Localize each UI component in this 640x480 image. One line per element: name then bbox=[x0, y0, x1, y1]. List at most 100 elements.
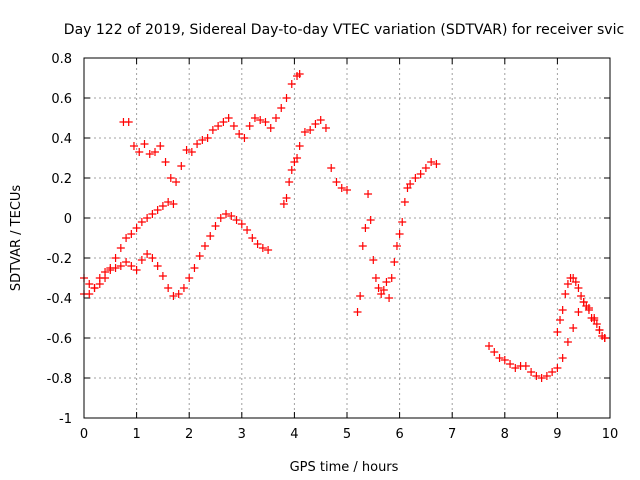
data-point bbox=[287, 80, 296, 88]
data-point bbox=[277, 104, 286, 112]
data-point bbox=[111, 264, 120, 272]
data-point bbox=[490, 348, 499, 356]
data-point bbox=[574, 308, 583, 316]
data-point bbox=[332, 178, 341, 186]
series-3 bbox=[119, 70, 304, 186]
data-point bbox=[211, 222, 220, 230]
data-point bbox=[227, 212, 236, 220]
data-point bbox=[406, 180, 415, 188]
data-point bbox=[353, 308, 362, 316]
data-point bbox=[537, 374, 546, 382]
data-point bbox=[169, 200, 178, 208]
data-point bbox=[521, 362, 530, 370]
x-tick-label: 9 bbox=[553, 427, 561, 442]
data-point bbox=[358, 242, 367, 250]
data-point bbox=[264, 246, 273, 254]
data-point bbox=[172, 178, 181, 186]
data-point bbox=[208, 126, 217, 134]
data-point bbox=[366, 216, 375, 224]
data-point bbox=[124, 118, 133, 126]
data-point bbox=[316, 116, 325, 124]
data-point bbox=[379, 286, 388, 294]
y-tick-label: 0.4 bbox=[51, 132, 72, 147]
data-point bbox=[527, 368, 536, 376]
data-point bbox=[85, 280, 94, 288]
data-point bbox=[558, 354, 567, 362]
data-point bbox=[374, 284, 383, 292]
x-tick-label: 0 bbox=[80, 427, 88, 442]
y-tick-label: 0 bbox=[64, 212, 72, 227]
data-point bbox=[169, 292, 178, 300]
data-point bbox=[153, 262, 162, 270]
data-point bbox=[132, 266, 141, 274]
data-point bbox=[271, 114, 280, 122]
data-point bbox=[356, 292, 365, 300]
x-tick-label: 1 bbox=[132, 427, 140, 442]
data-point bbox=[140, 140, 149, 148]
x-tick-label: 7 bbox=[448, 427, 456, 442]
data-point bbox=[569, 324, 578, 332]
data-point bbox=[382, 278, 391, 286]
data-point bbox=[258, 244, 267, 252]
data-point bbox=[261, 118, 270, 126]
data-point bbox=[361, 224, 370, 232]
data-point bbox=[148, 254, 157, 262]
data-point bbox=[135, 148, 144, 156]
data-point bbox=[285, 178, 294, 186]
data-point bbox=[369, 256, 378, 264]
data-point bbox=[385, 294, 394, 302]
data-point bbox=[306, 126, 315, 134]
data-point bbox=[432, 160, 441, 168]
plot-frame bbox=[83, 57, 611, 419]
data-point bbox=[563, 338, 572, 346]
data-point bbox=[174, 290, 183, 298]
data-point bbox=[592, 320, 601, 328]
data-point bbox=[143, 214, 152, 222]
data-point bbox=[337, 184, 346, 192]
series-2 bbox=[80, 210, 273, 300]
data-point bbox=[584, 306, 593, 314]
data-point bbox=[387, 274, 396, 282]
data-point bbox=[282, 94, 291, 102]
data-point bbox=[129, 142, 138, 150]
data-point bbox=[595, 326, 604, 334]
data-point bbox=[187, 148, 196, 156]
data-point bbox=[90, 284, 99, 292]
data-point bbox=[143, 250, 152, 258]
data-point bbox=[151, 148, 160, 156]
y-tick-label: 0.8 bbox=[51, 52, 72, 67]
data-point bbox=[132, 224, 141, 232]
data-point bbox=[427, 158, 436, 166]
data-point bbox=[198, 136, 207, 144]
y-tick-label: -0.8 bbox=[47, 372, 72, 387]
x-tick-label: 10 bbox=[602, 427, 619, 442]
data-point bbox=[250, 114, 259, 122]
data-point bbox=[216, 214, 225, 222]
data-point bbox=[561, 290, 570, 298]
data-point bbox=[190, 264, 199, 272]
y-tick-label: 0.6 bbox=[51, 92, 72, 107]
data-point bbox=[416, 170, 425, 178]
series-4 bbox=[279, 116, 351, 208]
data-point bbox=[153, 206, 162, 214]
data-point bbox=[553, 364, 562, 372]
y-tick-label: -0.2 bbox=[47, 252, 72, 267]
data-point bbox=[248, 234, 257, 242]
data-point bbox=[390, 258, 399, 266]
data-point bbox=[506, 360, 515, 368]
data-point bbox=[327, 164, 336, 172]
data-point bbox=[182, 146, 191, 154]
data-point bbox=[553, 328, 562, 336]
axis-ticks: 0 1 2 3 4 5 6 7 8 9 10 -1 -0.8 -0.6 -0.4 -0.2 0 0.2 0.4 0.6… bbox=[47, 52, 619, 442]
data-point bbox=[240, 134, 249, 142]
data-point bbox=[558, 306, 567, 314]
data-point bbox=[137, 256, 146, 264]
data-point bbox=[122, 234, 131, 242]
y-tick-label: -1 bbox=[59, 412, 72, 427]
data-point bbox=[411, 174, 420, 182]
data-point bbox=[219, 118, 228, 126]
data-point bbox=[111, 254, 120, 262]
data-point bbox=[542, 372, 551, 380]
data-point bbox=[127, 262, 136, 270]
data-point bbox=[574, 284, 583, 292]
